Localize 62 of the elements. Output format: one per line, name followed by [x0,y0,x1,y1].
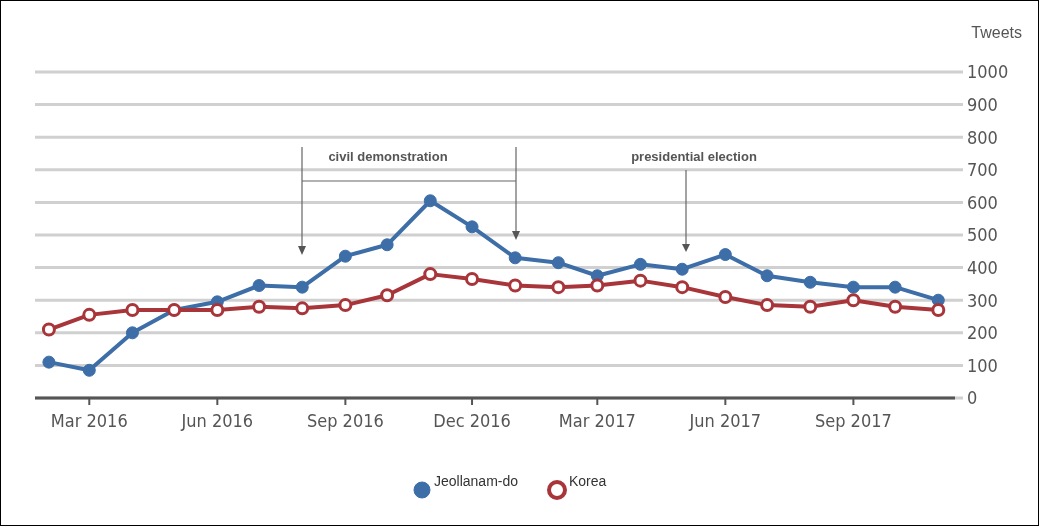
point [41,322,56,337]
y-tick-label: 400 [967,256,998,278]
point [295,301,310,316]
point [252,299,267,314]
y-tick-label: 700 [967,159,998,181]
point [82,363,96,377]
point [888,280,902,294]
point [760,298,775,313]
y-tick-label: 600 [967,191,998,213]
point [846,293,861,308]
y-tick-label: 800 [967,126,998,148]
point [718,248,732,262]
annotation: civil demonstration [328,148,448,164]
legend-label: Korea [569,473,607,489]
x-tick-label: Dec 2016 [433,410,511,431]
point [760,269,774,283]
point [931,302,946,317]
point [846,280,860,294]
point [125,326,139,340]
y-tick-label: 300 [967,289,998,311]
point [675,280,690,295]
point [338,249,352,263]
point [295,280,309,294]
point [508,251,522,265]
point [380,238,394,252]
point [423,267,438,282]
point [82,307,97,322]
point [803,299,818,314]
point [590,278,605,293]
x-tick-label: Mar 2017 [558,410,636,431]
x-tick-label: Jun 2016 [180,410,254,431]
x-tick-label: Jun 2017 [688,410,762,431]
point [718,289,733,304]
point [465,220,479,234]
x-tick-label: Sep 2016 [306,410,384,431]
y-tick-label: 200 [967,322,998,344]
point [633,273,648,288]
x-tick-label: Sep 2017 [814,410,892,431]
point [210,302,225,317]
point [633,257,647,271]
point [551,280,566,295]
y-tick-label: 1000 [967,61,1009,83]
legend-label: Jeollanam-do [434,473,519,489]
y-tick-label: 500 [967,224,998,246]
point [803,275,817,289]
point [42,355,56,369]
point [380,288,395,303]
point [465,272,480,287]
point [888,299,903,314]
y-tick-label: 0 [967,387,978,409]
point [551,256,565,270]
point [675,262,689,276]
point [508,278,523,293]
x-tick-label: Mar 2016 [50,410,128,431]
y-tick-label: 900 [967,93,998,115]
y-axis-title: Tweets [971,24,1022,41]
point [423,194,437,208]
y-tick-label: 100 [967,354,998,376]
point [125,302,140,317]
point [338,298,353,313]
annotation: presidential election [631,148,757,164]
point [252,279,266,293]
